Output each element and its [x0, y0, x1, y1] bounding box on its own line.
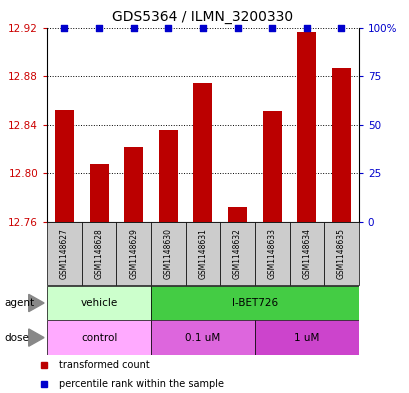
Bar: [151, 320, 254, 355]
Bar: [262, 111, 281, 222]
Bar: [124, 147, 143, 222]
Text: GSM1148628: GSM1148628: [94, 228, 103, 279]
Title: GDS5364 / ILMN_3200330: GDS5364 / ILMN_3200330: [112, 10, 293, 24]
Text: vehicle: vehicle: [80, 298, 117, 308]
Text: GSM1148635: GSM1148635: [336, 228, 345, 279]
Bar: [254, 222, 289, 285]
Bar: [55, 110, 74, 222]
Bar: [151, 222, 185, 285]
Point: [303, 24, 309, 31]
Bar: [185, 222, 220, 285]
Text: agent: agent: [4, 298, 34, 308]
Bar: [47, 222, 81, 285]
Bar: [227, 208, 247, 222]
Text: GSM1148627: GSM1148627: [60, 228, 69, 279]
Text: dose: dose: [4, 332, 29, 343]
Point: [337, 24, 344, 31]
Text: I-BET726: I-BET726: [231, 298, 277, 308]
Bar: [47, 320, 151, 355]
Text: transformed count: transformed count: [58, 360, 149, 371]
Bar: [331, 68, 350, 222]
Bar: [151, 286, 358, 320]
Bar: [254, 320, 358, 355]
Text: GSM1148630: GSM1148630: [164, 228, 173, 279]
Point: [199, 24, 206, 31]
Bar: [220, 222, 254, 285]
Bar: [324, 222, 358, 285]
Point: [61, 24, 67, 31]
Text: GSM1148629: GSM1148629: [129, 228, 138, 279]
Text: 0.1 uM: 0.1 uM: [185, 332, 220, 343]
Bar: [297, 32, 316, 222]
Text: GSM1148632: GSM1148632: [232, 228, 241, 279]
Text: GSM1148634: GSM1148634: [301, 228, 310, 279]
Bar: [158, 130, 178, 222]
Bar: [289, 222, 324, 285]
Text: GSM1148631: GSM1148631: [198, 228, 207, 279]
Point: [130, 24, 137, 31]
Bar: [89, 164, 108, 222]
Point: [234, 24, 240, 31]
Bar: [81, 222, 116, 285]
Text: 1 uM: 1 uM: [293, 332, 319, 343]
Text: GSM1148633: GSM1148633: [267, 228, 276, 279]
Polygon shape: [29, 294, 44, 312]
Bar: [47, 286, 151, 320]
Text: percentile rank within the sample: percentile rank within the sample: [58, 379, 223, 389]
Point: [96, 24, 102, 31]
Polygon shape: [29, 329, 44, 346]
Bar: [116, 222, 151, 285]
Bar: [193, 83, 212, 222]
Point: [165, 24, 171, 31]
Point: [268, 24, 275, 31]
Text: control: control: [81, 332, 117, 343]
